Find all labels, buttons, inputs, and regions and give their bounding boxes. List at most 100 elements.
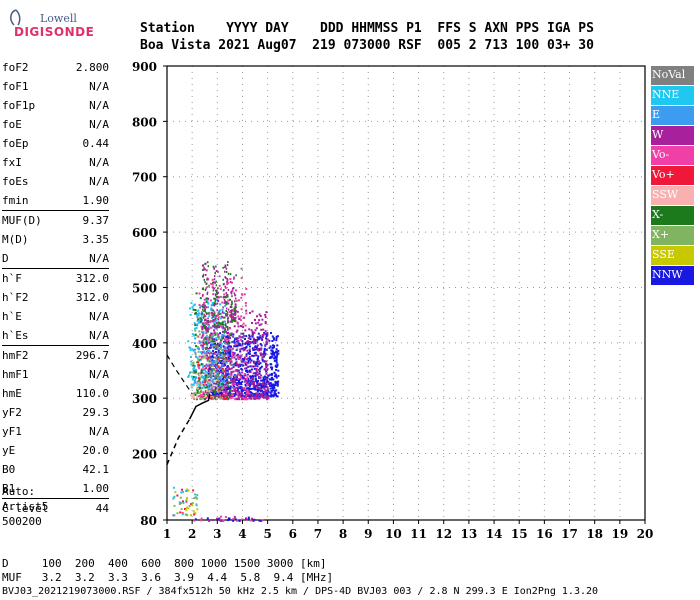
echo-point — [236, 519, 238, 522]
echo-point — [228, 349, 230, 352]
echo-point — [238, 378, 241, 381]
echo-point — [226, 293, 229, 296]
echo-point — [230, 379, 232, 382]
echo-point — [199, 351, 202, 354]
echo-point — [243, 356, 246, 359]
echo-point — [223, 384, 226, 387]
param-name: h`E — [2, 310, 22, 323]
echo-point — [181, 513, 184, 515]
echo-point — [198, 330, 201, 333]
echo-point — [225, 372, 228, 375]
echo-point — [246, 362, 249, 365]
echo-point — [224, 265, 227, 268]
echo-point — [214, 303, 216, 305]
echo-point — [213, 344, 216, 347]
echo-point — [201, 331, 203, 333]
direction-legend: NoVal NNE E W Vo- Vo+ SSW X- X+ SSE NNW — [651, 66, 694, 286]
echo-point — [275, 389, 278, 392]
param-separator — [2, 345, 109, 346]
echo-point — [224, 387, 227, 390]
header-line-labels: Station YYYY DAY DDD HHMMSS P1 FFS S AXN… — [140, 21, 594, 36]
echo-point — [200, 363, 203, 365]
echo-point — [270, 385, 273, 387]
echo-point — [185, 499, 188, 502]
echo-point — [228, 381, 231, 384]
echo-point — [228, 342, 231, 345]
echo-point — [259, 366, 262, 369]
echo-point — [270, 363, 273, 366]
echo-point — [267, 380, 270, 383]
echo-point — [256, 388, 259, 391]
echo-point — [240, 363, 243, 366]
echo-point — [208, 380, 211, 383]
echo-point — [246, 389, 249, 392]
echo-point — [218, 344, 221, 347]
echo-point — [207, 312, 209, 315]
echo-point — [206, 380, 209, 383]
param-name: foF2 — [2, 61, 29, 74]
echo-point — [207, 370, 210, 373]
auto-version: 500200 — [2, 515, 42, 528]
echo-point — [207, 381, 210, 384]
echo-point — [206, 393, 209, 396]
echo-point — [233, 292, 236, 295]
echo-point — [194, 493, 197, 496]
echo-point — [231, 389, 234, 392]
echo-point — [242, 349, 245, 352]
echo-point — [217, 385, 220, 388]
echo-point — [222, 296, 225, 299]
echo-point — [196, 388, 199, 391]
echo-point — [261, 356, 264, 359]
echo-point — [240, 383, 243, 386]
echo-point — [232, 319, 234, 322]
echo-point — [214, 294, 217, 297]
echo-point — [198, 304, 201, 306]
echo-point — [213, 397, 216, 400]
echo-point — [216, 352, 219, 355]
echo-point — [257, 397, 259, 400]
echo-point — [208, 336, 211, 339]
echo-point — [206, 277, 209, 280]
echo-point — [229, 306, 232, 309]
echo-point — [222, 321, 224, 324]
echo-point — [215, 373, 218, 376]
echo-point — [216, 377, 219, 380]
echo-point — [213, 275, 216, 278]
echo-point — [196, 335, 199, 338]
echo-point — [223, 331, 226, 334]
echo-point — [213, 320, 216, 322]
echo-point — [224, 390, 227, 393]
echo-point — [260, 352, 263, 355]
echo-point — [205, 327, 208, 330]
echo-point — [203, 316, 205, 319]
param-row: foF1p N/A — [2, 96, 109, 115]
param-value: 312.0 — [75, 291, 109, 304]
echo-point — [263, 390, 266, 393]
x-tick-label: 4 — [238, 527, 246, 541]
echo-point — [222, 316, 224, 319]
echo-point — [277, 349, 280, 352]
echo-point — [180, 508, 183, 511]
echo-point — [218, 311, 220, 314]
echo-point — [237, 339, 240, 342]
echo-point — [266, 338, 269, 341]
echo-point — [215, 357, 218, 360]
echo-point — [214, 317, 216, 320]
echo-point — [206, 517, 209, 520]
echo-point — [245, 387, 248, 390]
echo-point — [228, 337, 231, 340]
echo-point — [198, 355, 201, 358]
echo-point — [213, 322, 216, 324]
echo-point — [231, 383, 234, 386]
echo-point — [254, 351, 257, 354]
echo-point — [245, 394, 248, 397]
echo-point — [217, 335, 220, 338]
echo-point — [190, 514, 193, 517]
echo-point — [237, 342, 240, 345]
param-value: 1.00 — [82, 482, 110, 495]
x-tick-label: 20 — [637, 527, 654, 541]
x-tick-label: 13 — [461, 527, 478, 541]
echo-point — [215, 284, 218, 287]
echo-point — [265, 381, 268, 384]
echo-point — [260, 328, 263, 331]
